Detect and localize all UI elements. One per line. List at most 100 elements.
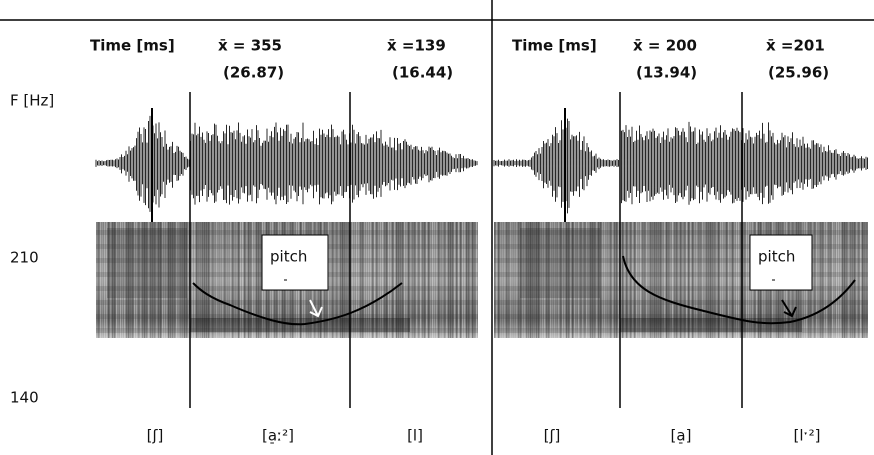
spectrogram-texture: [514, 222, 515, 338]
spectrogram-texture: [418, 222, 419, 338]
spectrogram-texture: [518, 222, 519, 338]
spectrogram-texture: [426, 222, 427, 338]
callout: pitch: [270, 248, 307, 266]
spectrogram-texture: [842, 222, 843, 338]
spectrogram-texture: [824, 222, 825, 338]
axis-tick: 140: [10, 389, 39, 407]
spectrogram-texture: [434, 222, 435, 338]
spectrogram-texture: [496, 222, 497, 338]
spectrogram-texture: [864, 222, 865, 338]
fricative-dark: [520, 228, 600, 298]
spectrogram-texture: [414, 222, 415, 338]
sd: (25.96): [768, 64, 829, 82]
spectrogram-texture: [448, 222, 449, 338]
spectrogram-texture: [862, 222, 863, 338]
spectrogram-texture: [850, 222, 851, 338]
time-label: Time [ms]: [512, 37, 597, 55]
segment-label: [ʃ]: [147, 427, 164, 445]
spectrogram-texture: [410, 222, 411, 338]
fricative-dark: [107, 228, 187, 298]
spectrogram-texture: [442, 222, 443, 338]
spectrogram-texture: [450, 222, 451, 338]
spectrogram-texture: [818, 222, 819, 338]
spectrogram-texture: [512, 222, 513, 338]
spectrogram-texture: [858, 222, 859, 338]
spectrogram-texture: [504, 222, 505, 338]
spectrogram-texture: [104, 222, 105, 338]
spectrogram-texture: [424, 222, 425, 338]
spectrogram-texture: [832, 222, 833, 338]
spectrogram-texture: [508, 222, 509, 338]
spectrogram-texture: [822, 222, 823, 338]
spectrogram-texture: [618, 222, 619, 338]
spectrogram-texture: [816, 222, 817, 338]
spectrogram-texture: [610, 222, 611, 338]
segment-label: [a̠]: [671, 427, 692, 445]
spectrogram-texture: [498, 222, 499, 338]
spectrogram-texture: [420, 222, 421, 338]
spectrogram-texture: [440, 222, 441, 338]
spectrogram-texture: [460, 222, 461, 338]
sd: (13.94): [636, 64, 697, 82]
spectrogram-texture: [100, 222, 101, 338]
spectrogram-texture: [188, 222, 189, 338]
spectrogram-texture: [430, 222, 431, 338]
spectrogram-texture: [836, 222, 837, 338]
spectrogram-texture: [474, 222, 475, 338]
spectrogram-texture: [494, 222, 495, 338]
spectrogram-texture: [838, 222, 839, 338]
spectrogram-texture: [456, 222, 457, 338]
spectrogram-texture: [506, 222, 507, 338]
spectrogram-texture: [416, 222, 417, 338]
waveform: [494, 116, 868, 214]
spectrogram-texture: [454, 222, 455, 338]
spectrogram-texture: [510, 222, 511, 338]
spectrogram-texture: [422, 222, 423, 338]
spectrogram-texture: [102, 222, 103, 338]
low-band: [620, 318, 802, 332]
spectrogram-texture: [502, 222, 503, 338]
spectrogram-texture: [860, 222, 861, 338]
formant-band: [96, 300, 478, 305]
mean: x̄ = 355: [218, 37, 282, 55]
spectrogram-texture: [600, 222, 601, 338]
mean: x̄ =139: [387, 37, 446, 55]
spectrogram-texture: [608, 222, 609, 338]
panels: pitch pitch: [96, 92, 868, 408]
sd: (16.44): [392, 64, 453, 82]
spectrogram-texture: [848, 222, 849, 338]
waveform: [96, 116, 477, 212]
spectrogram-texture: [500, 222, 501, 338]
spectrogram-texture: [438, 222, 439, 338]
spectrogram-texture: [444, 222, 445, 338]
spectrogram-texture: [432, 222, 433, 338]
mean: x̄ =201: [766, 37, 825, 55]
axis-label: F [Hz]: [10, 92, 54, 110]
figure: pitchpitch Time [ms] x̄ = 355 (26.87) x̄…: [0, 0, 874, 455]
spectrogram-texture: [98, 222, 99, 338]
spectrogram-texture: [604, 222, 605, 338]
time-label: Time [ms]: [90, 37, 175, 55]
spectrogram-texture: [846, 222, 847, 338]
spectrogram-texture: [466, 222, 467, 338]
spectrogram-texture: [830, 222, 831, 338]
spectrogram-texture: [612, 222, 613, 338]
spectrogram-texture: [606, 222, 607, 338]
spectrogram-texture: [814, 222, 815, 338]
spectrogram-texture: [840, 222, 841, 338]
spectrogram-texture: [820, 222, 821, 338]
spectrogram-texture: [446, 222, 447, 338]
spectrogram-texture: [96, 222, 97, 338]
spectrogram-texture: [412, 222, 413, 338]
segment-label: [lˑ²]: [794, 427, 821, 445]
spectrogram-texture: [852, 222, 853, 338]
spectrogram-texture: [452, 222, 453, 338]
spectrogram-texture: [476, 222, 477, 338]
spectrogram-texture: [856, 222, 857, 338]
spectrogram-texture: [470, 222, 471, 338]
callout: pitch: [758, 248, 795, 266]
spectrogram-texture: [468, 222, 469, 338]
spectrogram-texture: [472, 222, 473, 338]
spectrogram-texture: [866, 222, 867, 338]
spectrogram-texture: [826, 222, 827, 338]
